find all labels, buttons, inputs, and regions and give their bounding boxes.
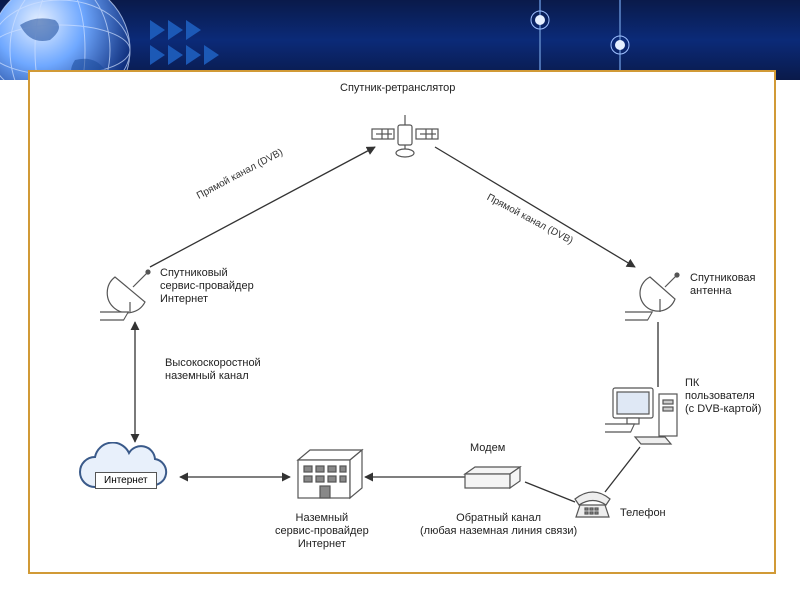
phone-icon [570,487,615,522]
phone-node [570,487,615,522]
pc-node [605,382,685,452]
building-icon [290,442,365,507]
modem-icon [460,462,525,497]
pc-label: ПК пользователя (с DVB-картой) [685,377,761,417]
header-banner [0,0,800,80]
highspeed-label: Высокоскоростной наземный канал [165,357,261,383]
provider-dish-label: Спутниковый сервис-провайдер Интернет [160,267,254,307]
satellite-label: Спутник-ретранслятор [340,82,455,95]
satellite-node [370,107,440,162]
user-antenna-label: Спутниковая антенна [690,272,756,298]
internet-label-box: Интернет [95,472,157,489]
return-channel-label: Обратный канал (любая наземная линия свя… [420,512,577,538]
header-decoration [0,0,800,80]
pc-icon [605,382,685,452]
ground-isp-node [290,442,365,507]
satellite-icon [370,107,440,162]
modem-node [460,462,525,497]
antenna-icon [625,257,695,327]
user-antenna-node [625,257,695,327]
ground-isp-label: Наземный сервис-провайдер Интернет [275,512,369,552]
modem-label: Модем [470,442,505,455]
diagram-frame: Спутник-ретранслятор Спутниковый сервис-… [28,70,776,574]
phone-label: Телефон [620,507,666,520]
